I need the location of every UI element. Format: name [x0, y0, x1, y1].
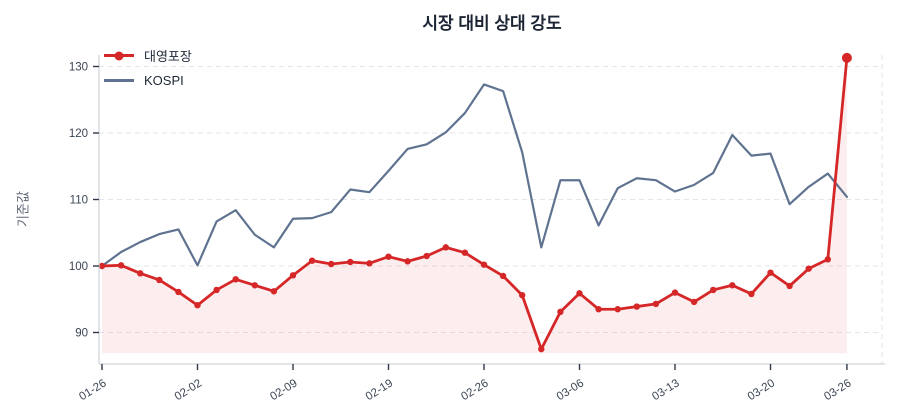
legend: 대영포장 KOSPI	[104, 46, 192, 88]
data-point-marker	[690, 298, 698, 306]
data-point-marker	[538, 345, 545, 353]
data-point-marker	[633, 303, 640, 310]
daeyoung-area-fill	[102, 57, 847, 354]
data-point-marker	[156, 276, 163, 284]
data-point-marker	[671, 289, 679, 296]
data-point-marker	[442, 244, 449, 251]
x-tick-label: 02-02	[173, 377, 204, 403]
data-point-marker	[289, 272, 297, 279]
data-point-marker	[213, 286, 220, 294]
data-point-marker	[98, 262, 106, 270]
data-point-marker	[308, 257, 316, 264]
daeyoung-line-swatch-icon	[104, 51, 134, 60]
data-point-marker	[117, 262, 125, 269]
legend-label-kospi: KOSPI	[144, 73, 184, 88]
data-point-marker	[519, 292, 526, 299]
data-point-marker	[270, 288, 278, 295]
x-tick-label: 03-06	[555, 377, 586, 403]
x-tick-label: 02-19	[364, 377, 395, 403]
x-tick-label: 02-26	[459, 377, 490, 403]
legend-label-daeyoung: 대영포장	[144, 49, 192, 64]
data-point-marker	[652, 300, 660, 308]
legend-item-kospi: KOSPI	[104, 73, 192, 88]
data-point-marker	[595, 306, 602, 313]
x-tick-label: 02-09	[268, 377, 299, 403]
data-point-marker	[251, 282, 258, 289]
y-tick-label: 100	[69, 261, 88, 273]
y-tick-label: 120	[69, 128, 88, 140]
data-point-marker	[385, 253, 392, 260]
data-point-marker	[461, 249, 469, 256]
data-point-marker	[710, 286, 717, 294]
y-tick-label: 110	[70, 195, 88, 207]
legend-item-daeyoung: 대영포장	[104, 46, 192, 65]
marker-dot-icon	[114, 51, 124, 60]
data-point-marker	[347, 258, 354, 266]
data-point-marker	[748, 290, 755, 298]
kospi-line-swatch-icon	[104, 79, 134, 82]
data-point-marker	[576, 290, 583, 297]
data-point-marker	[328, 260, 335, 268]
y-tick-label: 90	[75, 328, 88, 340]
data-point-marker	[767, 269, 774, 276]
data-point-marker	[423, 252, 430, 260]
x-tick-label: 03-13	[650, 377, 681, 403]
x-tick-label: 01-26	[77, 377, 108, 403]
data-point-marker	[805, 265, 812, 272]
data-point-marker	[480, 261, 488, 268]
y-tick-label: 130	[69, 62, 88, 74]
data-point-marker	[786, 282, 793, 290]
x-tick-label: 03-26	[822, 377, 853, 403]
data-point-marker	[729, 282, 736, 289]
data-point-marker	[824, 256, 831, 263]
data-point-marker	[841, 52, 852, 63]
daeyoung-line	[100, 56, 849, 351]
data-point-marker	[499, 272, 507, 280]
x-tick-label: 03-20	[746, 377, 777, 403]
data-point-marker	[194, 302, 201, 309]
data-point-marker	[614, 306, 621, 313]
data-point-marker	[557, 308, 564, 316]
data-point-marker	[404, 258, 411, 265]
kospi-line	[100, 83, 849, 268]
data-point-marker	[175, 288, 182, 296]
data-point-marker	[366, 260, 373, 267]
data-point-marker	[232, 276, 239, 283]
data-point-marker	[137, 270, 144, 277]
chart-title: 시장 대비 상대 강도	[422, 14, 562, 33]
